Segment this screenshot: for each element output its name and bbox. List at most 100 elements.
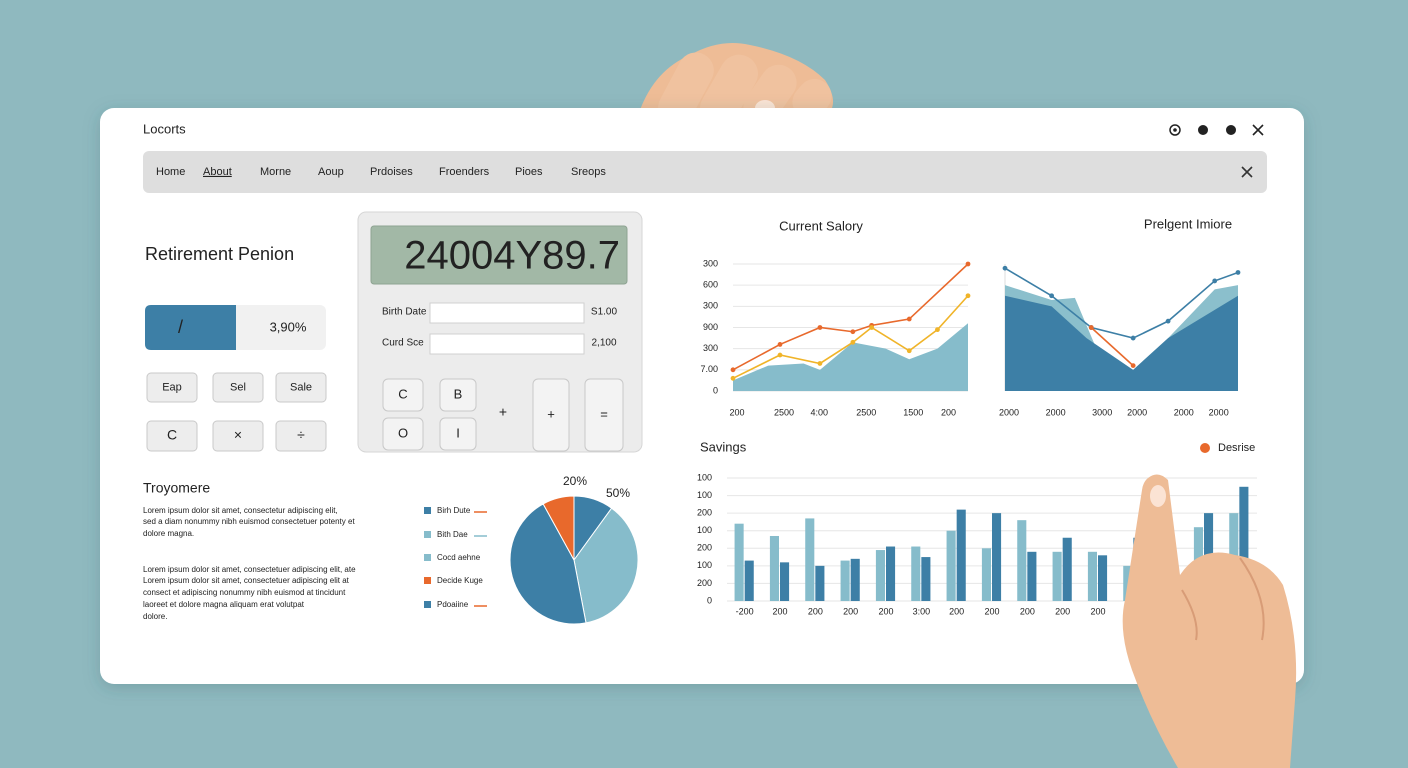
nav-close[interactable] xyxy=(1241,166,1253,178)
paragraph-line: dolore magna. xyxy=(143,529,194,538)
point xyxy=(1212,278,1218,284)
calculator-key[interactable] xyxy=(532,378,570,452)
calculator-display-value: 24004Y89.7 xyxy=(404,234,620,278)
bar xyxy=(1017,520,1027,601)
bar xyxy=(780,562,790,601)
button-label[interactable]: × xyxy=(234,427,242,443)
button-label[interactable]: Eap xyxy=(162,381,182,393)
nav-item[interactable]: Pioes xyxy=(515,166,543,178)
button[interactable] xyxy=(146,420,198,452)
nav-item[interactable]: Aoup xyxy=(318,166,344,178)
point xyxy=(850,339,856,345)
bar xyxy=(921,557,931,601)
chart-title: Current Salory xyxy=(779,218,863,233)
x-tick-label: 200 xyxy=(729,407,744,417)
legend-swatch xyxy=(424,554,431,561)
nav-item[interactable]: About xyxy=(203,166,232,178)
bar xyxy=(956,509,966,601)
calculator-key[interactable] xyxy=(382,378,424,412)
x-tick-label: 200 xyxy=(941,407,956,417)
x-tick-label: 200 xyxy=(1055,606,1070,616)
pie-label: 50% xyxy=(606,486,630,500)
key-label[interactable]: + xyxy=(547,406,555,421)
field-label: Birth Date xyxy=(382,307,427,318)
button[interactable] xyxy=(146,372,198,403)
point xyxy=(777,342,783,347)
window-close[interactable] xyxy=(1252,124,1264,136)
button-label[interactable]: Sel xyxy=(230,381,246,393)
key-label[interactable]: C xyxy=(398,386,407,401)
control-dot[interactable] xyxy=(1226,125,1236,135)
point xyxy=(906,348,912,354)
point xyxy=(935,327,940,333)
paragraph-line: Lorem ipsum dolor sit amet, consectetuer… xyxy=(143,576,350,585)
nav-item[interactable]: Home xyxy=(156,166,185,178)
y-tick-label: 900 xyxy=(703,322,718,332)
bar xyxy=(1062,537,1072,601)
control-dot[interactable] xyxy=(1198,125,1208,135)
nav-bar xyxy=(143,151,1267,193)
y-tick-label: 100 xyxy=(697,490,712,500)
nav-item[interactable]: Froenders xyxy=(439,166,490,178)
area xyxy=(1005,295,1238,391)
key-label[interactable]: I xyxy=(456,425,460,440)
calculator-key[interactable] xyxy=(584,378,624,452)
progress-value: 3,90% xyxy=(270,319,307,334)
bar xyxy=(992,513,1002,601)
y-tick-label: 100 xyxy=(697,472,712,482)
y-tick-label: 600 xyxy=(703,280,718,290)
point xyxy=(817,361,823,366)
button[interactable] xyxy=(212,372,264,403)
point xyxy=(906,316,912,322)
point xyxy=(1235,270,1241,275)
y-tick-label: 7.00 xyxy=(700,364,718,374)
calculator-display xyxy=(370,225,628,285)
key-label[interactable]: O xyxy=(398,425,408,440)
button-label[interactable]: Sale xyxy=(290,381,312,393)
point xyxy=(869,325,875,330)
button[interactable] xyxy=(275,372,327,403)
point xyxy=(1130,363,1136,368)
progress-fill xyxy=(145,305,236,350)
bar xyxy=(840,560,850,601)
button[interactable] xyxy=(275,420,327,452)
button-label[interactable]: C xyxy=(167,427,177,443)
bar xyxy=(1098,555,1108,601)
x-tick-label: 2500 xyxy=(856,407,876,417)
nav-item[interactable]: Prdoises xyxy=(370,166,413,178)
key-label[interactable]: = xyxy=(600,406,608,421)
control-dot[interactable] xyxy=(1169,124,1181,136)
nav-item[interactable]: Sreops xyxy=(571,166,606,178)
bar xyxy=(744,560,754,601)
pie-slice xyxy=(509,503,587,625)
point xyxy=(1049,293,1054,299)
bar xyxy=(886,546,896,601)
x-tick-label: 200 xyxy=(984,606,999,616)
bar xyxy=(815,565,825,601)
field-label: Curd Sce xyxy=(382,338,424,349)
key-label[interactable]: B xyxy=(454,386,463,401)
x-tick-label: -200 xyxy=(736,606,754,616)
text-title: Troyomere xyxy=(143,480,210,496)
legend-swatch xyxy=(424,601,431,608)
legend-label: Birh Dute xyxy=(437,506,471,515)
key-label[interactable]: + xyxy=(499,404,507,420)
button[interactable] xyxy=(212,420,264,452)
legend-swatch xyxy=(424,531,431,538)
point xyxy=(730,375,736,381)
x-tick-label: 4:00 xyxy=(810,407,828,417)
point xyxy=(1130,335,1136,341)
calculator-key[interactable] xyxy=(439,378,477,412)
y-tick-label: 200 xyxy=(697,578,712,588)
point xyxy=(1002,265,1008,271)
point xyxy=(817,325,823,330)
calculator-key[interactable] xyxy=(382,417,424,451)
calculator-key[interactable] xyxy=(439,417,477,451)
area xyxy=(733,323,968,391)
pie-slice xyxy=(542,495,575,561)
input-field[interactable] xyxy=(429,333,585,355)
nav-item[interactable]: Morne xyxy=(260,166,291,178)
x-tick-label: 2000 xyxy=(1209,407,1229,417)
button-label[interactable]: ÷ xyxy=(297,427,305,443)
input-field[interactable] xyxy=(429,302,585,324)
